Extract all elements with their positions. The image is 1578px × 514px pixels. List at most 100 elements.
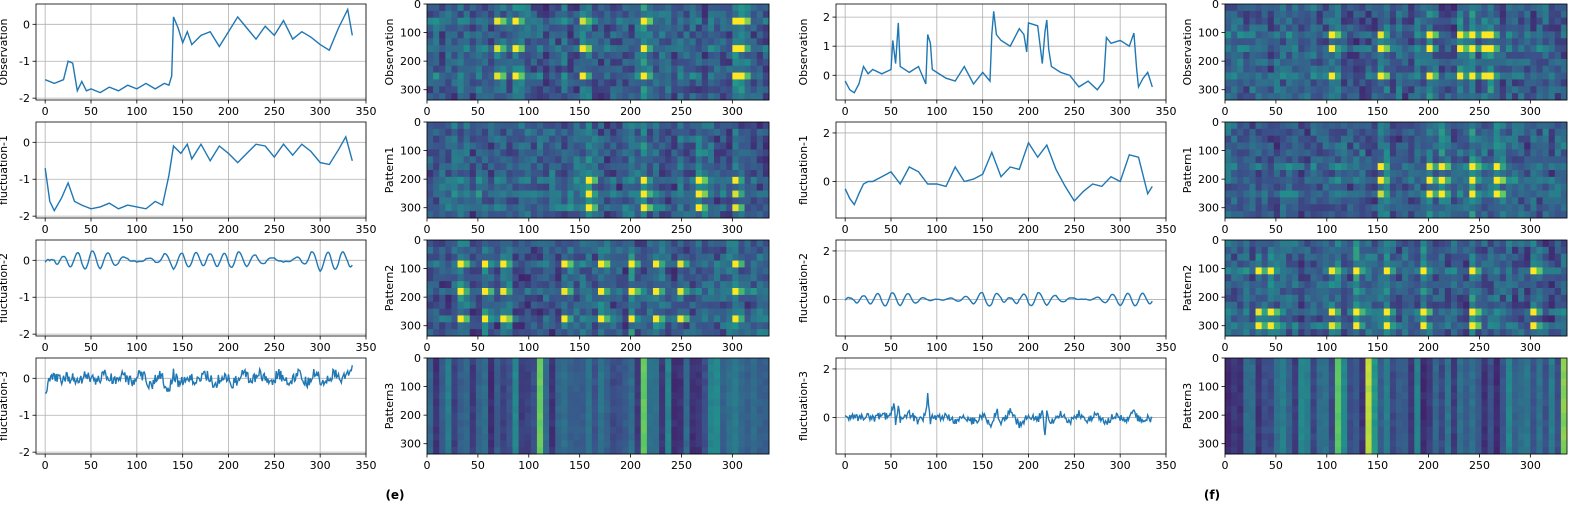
heatmap-cell [1548,52,1556,60]
heatmap-cell [1243,65,1250,73]
heatmap-cell [579,294,587,303]
heatmap-cell [628,329,636,337]
heatmap-cell [1438,128,1446,137]
heatmap-cell [524,45,532,53]
heatmap-cell [1377,142,1385,150]
heatmap-cell [1273,52,1281,60]
heatmap-cell [1328,79,1336,87]
heatmap-cell [1347,31,1354,39]
heatmap-cell [671,419,678,427]
heatmap-cell [604,24,611,32]
heatmap-cell [1408,38,1415,46]
heatmap-cell [1322,52,1330,60]
heatmap-cell [1518,197,1525,205]
heatmap-cell [744,65,752,73]
heatmap-cell [433,135,440,143]
heatmap-cell [598,24,605,32]
heatmap-cell [500,253,507,261]
heatmap-cell [1292,65,1299,73]
heatmap-cell [1322,93,1330,101]
heatmap-cell [1487,197,1495,205]
heatmap-cell [427,122,434,130]
heatmap-cell [579,440,587,448]
axes-frame [426,3,770,101]
heatmap-cell [439,364,446,373]
heatmap-cell [579,10,587,19]
heatmap-cell [488,246,495,255]
heatmap-cell [1432,45,1440,53]
heatmap-cell [555,322,562,330]
heatmap-cell [1475,24,1482,32]
heatmap-cell [524,52,532,60]
heatmap-cell [714,58,721,67]
heatmap-cell [512,128,520,137]
heatmap-cell [475,253,483,261]
heatmap-cell [512,176,520,185]
x-tick-label: 100 [926,105,947,118]
heatmap-cell [555,281,562,289]
heatmap-cell [598,38,605,46]
heatmap-cell [640,93,648,101]
heatmap-cell [1383,93,1391,101]
heatmap-cell [720,426,727,434]
heatmap-cell [591,4,599,12]
heatmap-cell [1438,45,1446,53]
heatmap-cell [555,10,562,19]
heatmap-cell [604,447,611,455]
heatmap-cell [494,24,501,32]
heatmap-cell [762,322,770,330]
heatmap-cell [1524,31,1531,39]
heatmap-cell [616,79,623,87]
heatmap-cell [598,52,605,60]
heatmap-cell [695,240,703,248]
series-line [844,11,1153,94]
heatmap-cell [604,392,611,400]
heatmap-cell [555,329,562,337]
heatmap-cell [494,86,501,94]
heatmap-cell [695,378,703,386]
heatmap-cell [750,392,758,400]
heatmap-cell [634,142,642,150]
heatmap-cell [756,274,764,282]
heatmap-cell [463,288,471,296]
heatmap-cell [652,412,660,421]
heatmap-cell [665,392,672,400]
heatmap-cell [1377,149,1385,157]
heatmap-cell [628,65,636,73]
heatmap-cell [634,440,642,448]
heatmap-cell [506,52,513,60]
heatmap-cell [427,183,434,191]
heatmap-cell [445,38,452,46]
heatmap-cell [500,267,507,275]
heatmap-cell [536,183,544,191]
heatmap-cell [1353,156,1360,164]
heatmap-cell [701,288,709,296]
heatmap-cell [1298,4,1305,12]
heatmap-cell [433,163,440,171]
heatmap-cell [561,246,568,255]
heatmap-cell [598,45,605,53]
heatmap-cell [1304,86,1311,94]
heatmap-cell [1414,24,1421,32]
heatmap-cell [549,274,556,282]
heatmap-cell [561,308,568,316]
heatmap-cell [1261,65,1269,73]
heatmap-cell [469,4,477,12]
heatmap-cell [1414,79,1421,87]
heatmap-cell [530,358,538,366]
heatmap-cell [543,288,550,296]
heatmap-cell [1408,170,1415,178]
heatmap-cell [1322,176,1330,185]
heatmap-cell [1249,10,1256,19]
heatmap-cell [707,149,715,157]
y-tick-label: -1 [19,55,30,68]
heatmap-cell [451,72,458,80]
heatmap-cell [659,24,666,32]
heatmap-cell [652,38,660,46]
heatmap-cell [555,24,562,32]
heatmap-cell [451,156,458,164]
heatmap-cell [1353,38,1360,46]
heatmap-cell [445,412,452,421]
heatmap-cell [549,308,556,316]
heatmap-cell [616,371,623,379]
